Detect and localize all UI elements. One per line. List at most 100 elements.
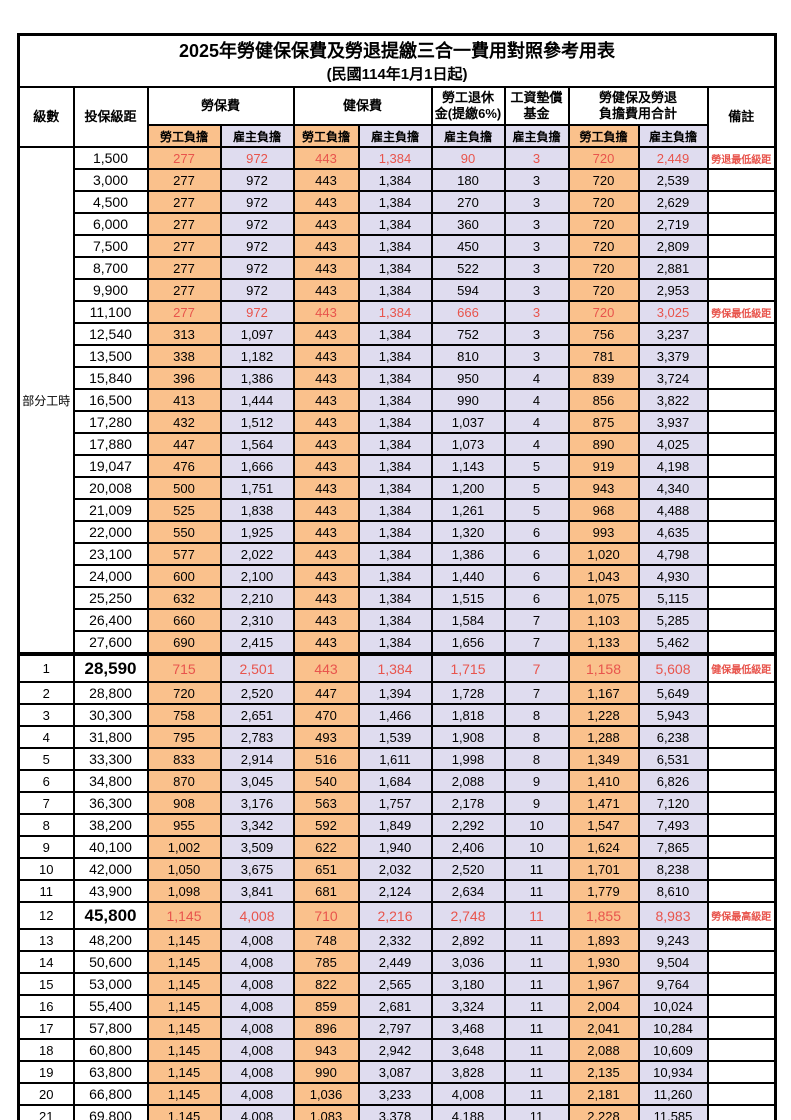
value-cell: 7 — [503, 630, 570, 655]
value-cell: 443 — [292, 608, 360, 632]
value-cell: 7 — [503, 652, 570, 683]
value-cell: 2,651 — [219, 703, 295, 727]
value-cell: 277 — [146, 234, 222, 258]
value-cell: 839 — [567, 366, 640, 390]
value-cell: 493 — [292, 725, 360, 749]
value-cell: 2,520 — [430, 857, 506, 881]
subheader-wage-fund-employer: 雇主負擔 — [503, 124, 570, 148]
value-cell: 1,083 — [292, 1104, 360, 1120]
value-cell: 1,145 — [146, 1038, 222, 1062]
value-cell: 1,158 — [567, 652, 640, 683]
value-cell: 2,181 — [567, 1082, 640, 1106]
value-cell: 943 — [567, 476, 640, 500]
value-cell: 277 — [146, 146, 222, 170]
table-row: 4,500 277 972 443 1,384 270 3 720 2,629 — [19, 190, 777, 214]
value-cell: 1,849 — [357, 813, 433, 837]
value-cell: 4,008 — [219, 972, 295, 996]
value-cell: 8 — [503, 703, 570, 727]
value-cell: 476 — [146, 454, 222, 478]
subheader-pension-employer: 雇主負擔 — [430, 124, 506, 148]
note-cell — [706, 630, 777, 655]
table-row: 9,900 277 972 443 1,384 594 3 720 2,953 — [19, 278, 777, 302]
value-cell: 1,512 — [219, 410, 295, 434]
value-cell: 9,504 — [637, 950, 709, 974]
value-cell: 681 — [292, 879, 360, 903]
value-cell: 2,634 — [430, 879, 506, 903]
value-cell: 2,719 — [637, 212, 709, 236]
value-cell: 890 — [567, 432, 640, 456]
value-cell: 3 — [503, 234, 570, 258]
value-cell: 443 — [292, 652, 360, 683]
value-cell: 3,237 — [637, 322, 709, 346]
bracket-cell: 4,500 — [72, 190, 149, 214]
value-cell: 6 — [503, 586, 570, 610]
note-cell — [706, 476, 777, 500]
value-cell: 1,036 — [292, 1082, 360, 1106]
note-cell — [706, 212, 777, 236]
table-row: 13 48,200 1,145 4,008 748 2,332 2,892 11 1,893 9,… — [17, 928, 777, 952]
value-cell: 2,332 — [357, 928, 433, 952]
value-cell: 2,100 — [219, 564, 295, 588]
value-cell: 2,942 — [357, 1038, 433, 1062]
value-cell: 443 — [292, 344, 360, 368]
value-cell: 6 — [503, 542, 570, 566]
value-cell: 2,178 — [430, 791, 506, 815]
note-cell — [706, 410, 777, 434]
value-cell: 2,681 — [357, 994, 433, 1018]
value-cell: 5,649 — [637, 681, 709, 705]
value-cell: 4,930 — [637, 564, 709, 588]
value-cell: 3,342 — [219, 813, 295, 837]
bracket-cell: 33,300 — [72, 747, 149, 771]
value-cell: 1,855 — [567, 901, 640, 930]
value-cell: 1,384 — [357, 322, 433, 346]
value-cell: 443 — [292, 564, 360, 588]
value-cell: 955 — [146, 813, 222, 837]
table-row: 3 30,300 758 2,651 470 1,466 1,818 8 1,228 5,943 — [17, 703, 777, 727]
note-cell — [706, 835, 777, 859]
value-cell: 1,471 — [567, 791, 640, 815]
value-cell: 11 — [503, 1060, 570, 1084]
bracket-cell: 45,800 — [72, 901, 149, 930]
value-cell: 10,609 — [637, 1038, 709, 1062]
value-cell: 4,008 — [219, 994, 295, 1018]
value-cell: 1,384 — [357, 344, 433, 368]
value-cell: 2,004 — [567, 994, 640, 1018]
note-cell — [706, 928, 777, 952]
value-cell: 443 — [292, 300, 360, 324]
value-cell: 1,624 — [567, 835, 640, 859]
value-cell: 443 — [292, 586, 360, 610]
bracket-cell: 1,500 — [72, 146, 149, 170]
page-title: 2025年勞健保保費及勞退提繳三合一費用對照參考用表 — [179, 40, 616, 61]
table-row: 25,250 632 2,210 443 1,384 1,515 6 1,075 5,115 — [19, 586, 777, 610]
bracket-cell: 20,008 — [72, 476, 149, 500]
value-cell: 1,103 — [567, 608, 640, 632]
value-cell: 2,501 — [219, 652, 295, 683]
value-cell: 447 — [292, 681, 360, 705]
value-cell: 1,998 — [430, 747, 506, 771]
level-cell: 4 — [17, 725, 75, 749]
total-label-line2: 負擔費用合計 — [598, 106, 677, 121]
note-cell — [706, 1060, 777, 1084]
note-cell: 勞保最低級距 — [706, 300, 777, 324]
bracket-cell: 36,300 — [72, 791, 149, 815]
bracket-cell: 31,800 — [72, 725, 149, 749]
level-cell: 21 — [17, 1104, 75, 1120]
value-cell: 6,826 — [637, 769, 709, 793]
table-row: 20 66,800 1,145 4,008 1,036 3,233 4,008 11 2,181… — [17, 1082, 777, 1106]
bracket-cell: 48,200 — [72, 928, 149, 952]
value-cell: 1,547 — [567, 813, 640, 837]
value-cell: 972 — [219, 190, 295, 214]
value-cell: 1,656 — [430, 630, 506, 655]
note-cell — [706, 681, 777, 705]
value-cell: 1,145 — [146, 950, 222, 974]
bracket-cell: 8,700 — [72, 256, 149, 280]
table-row: 12,540 313 1,097 443 1,384 752 3 756 3,237 — [19, 322, 777, 346]
value-cell: 277 — [146, 212, 222, 236]
value-cell: 3,324 — [430, 994, 506, 1018]
value-cell: 1,440 — [430, 564, 506, 588]
pension-label-line2: 金(提繳6%) — [434, 106, 502, 121]
value-cell: 822 — [292, 972, 360, 996]
value-cell: 2,809 — [637, 234, 709, 258]
value-cell: 1,384 — [357, 388, 433, 412]
value-cell: 1,320 — [430, 520, 506, 544]
